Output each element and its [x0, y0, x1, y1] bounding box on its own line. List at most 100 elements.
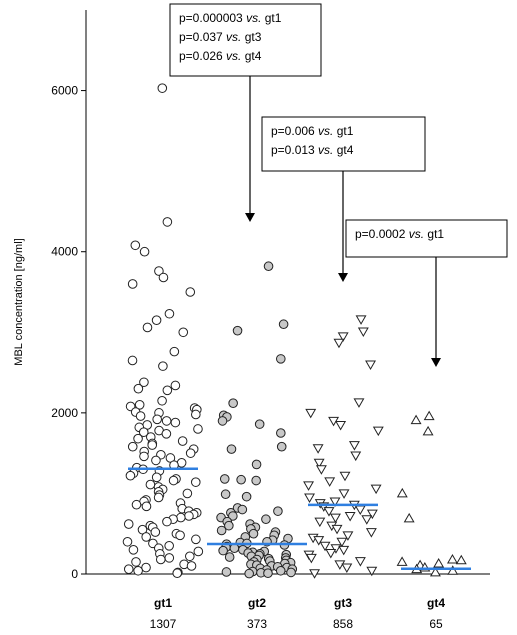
data-point	[273, 506, 283, 516]
data-point	[151, 455, 161, 466]
data-point	[139, 377, 149, 388]
data-point	[184, 511, 194, 521]
annotation-line: p=0.037 vs. gt3	[179, 30, 262, 44]
annotation-line: p=0.026 vs. gt4	[179, 49, 262, 63]
data-point	[330, 544, 342, 554]
annotation-line: p=0.0002 vs. gt1	[355, 227, 444, 241]
data-point	[176, 512, 186, 523]
data-point	[350, 451, 362, 462]
data-point	[396, 487, 408, 498]
data-point	[133, 433, 143, 444]
data-point	[396, 556, 408, 566]
data-point	[162, 385, 173, 396]
data-point	[150, 527, 161, 537]
data-point	[191, 534, 201, 545]
data-point	[185, 551, 195, 562]
y-tick-label: 0	[71, 567, 78, 581]
data-point	[275, 354, 286, 364]
median-value-gt1: 1307	[150, 617, 177, 631]
data-point	[153, 492, 164, 503]
data-point	[423, 410, 435, 421]
data-point	[254, 419, 265, 429]
data-point	[226, 444, 237, 454]
data-point	[333, 338, 345, 349]
category-label-gt2: gt2	[248, 596, 266, 610]
data-point	[251, 459, 262, 470]
y-tick-label: 2000	[51, 406, 78, 420]
annotation-box-gt2	[169, 3, 322, 77]
data-point	[342, 531, 354, 541]
data-point	[229, 543, 240, 554]
data-point	[365, 528, 377, 538]
data-point	[338, 489, 350, 499]
data-point	[170, 417, 181, 428]
y-tick-label: 6000	[51, 84, 78, 98]
data-point	[365, 360, 376, 371]
data-point	[304, 493, 315, 503]
data-point	[370, 484, 382, 495]
data-point	[186, 561, 197, 571]
data-point	[422, 425, 434, 436]
data-point	[338, 545, 350, 556]
data-point	[139, 451, 149, 462]
data-point	[190, 477, 201, 487]
data-point	[433, 558, 445, 568]
data-point	[313, 458, 325, 469]
data-point	[157, 83, 168, 93]
median-value-gt3: 858	[333, 617, 353, 631]
data-point	[161, 429, 172, 439]
data-point	[158, 272, 169, 283]
data-point	[286, 567, 296, 578]
annotation-line: p=0.006 vs. gt1	[271, 124, 354, 138]
arrow-head	[245, 213, 255, 222]
data-point	[164, 553, 175, 563]
data-point	[366, 566, 378, 577]
data-point	[355, 315, 367, 325]
data-point	[155, 554, 166, 565]
y-tick-label: 4000	[51, 245, 78, 259]
data-point	[329, 497, 341, 507]
data-point	[275, 565, 286, 576]
data-point	[248, 528, 259, 539]
median-lines	[128, 467, 471, 571]
data-point	[330, 513, 341, 524]
data-point	[305, 553, 317, 564]
data-point	[193, 546, 204, 557]
data-point	[178, 327, 189, 338]
y-axis-label: MBL concentration [ng/ml]	[13, 238, 25, 365]
data-point	[142, 322, 153, 333]
annotations: p=0.000003 vs. gt1 p=0.037 vs. gt3 p=0.026…	[169, 3, 508, 367]
data-point	[122, 536, 133, 547]
arrow-head	[338, 273, 348, 282]
data-point	[131, 499, 142, 510]
data-point	[175, 530, 185, 541]
data-point	[141, 532, 152, 542]
median-value-gt4: 65	[429, 617, 443, 631]
category-labels: gt1 1307 gt2 373 gt3 858 gt4 65	[150, 596, 446, 631]
data-point	[236, 474, 246, 485]
data-point	[141, 501, 152, 512]
data-point	[263, 261, 274, 272]
data-point	[123, 519, 134, 529]
data-point	[324, 477, 336, 487]
arrow-head	[431, 358, 441, 367]
data-point	[169, 346, 180, 357]
data-point	[303, 481, 315, 491]
data-point	[339, 471, 351, 482]
data-point	[232, 325, 243, 336]
data-point	[263, 568, 273, 578]
data-point	[314, 517, 326, 528]
data-point	[154, 266, 164, 276]
data-point	[241, 491, 252, 502]
data-point	[228, 398, 238, 408]
data-point	[172, 568, 183, 578]
data-point	[228, 511, 238, 521]
data-point	[446, 553, 458, 564]
data-point	[325, 549, 337, 559]
data-point	[305, 408, 317, 419]
data-point	[372, 426, 384, 437]
data-point	[276, 428, 286, 438]
data-point	[315, 465, 327, 475]
data-point	[130, 240, 141, 251]
